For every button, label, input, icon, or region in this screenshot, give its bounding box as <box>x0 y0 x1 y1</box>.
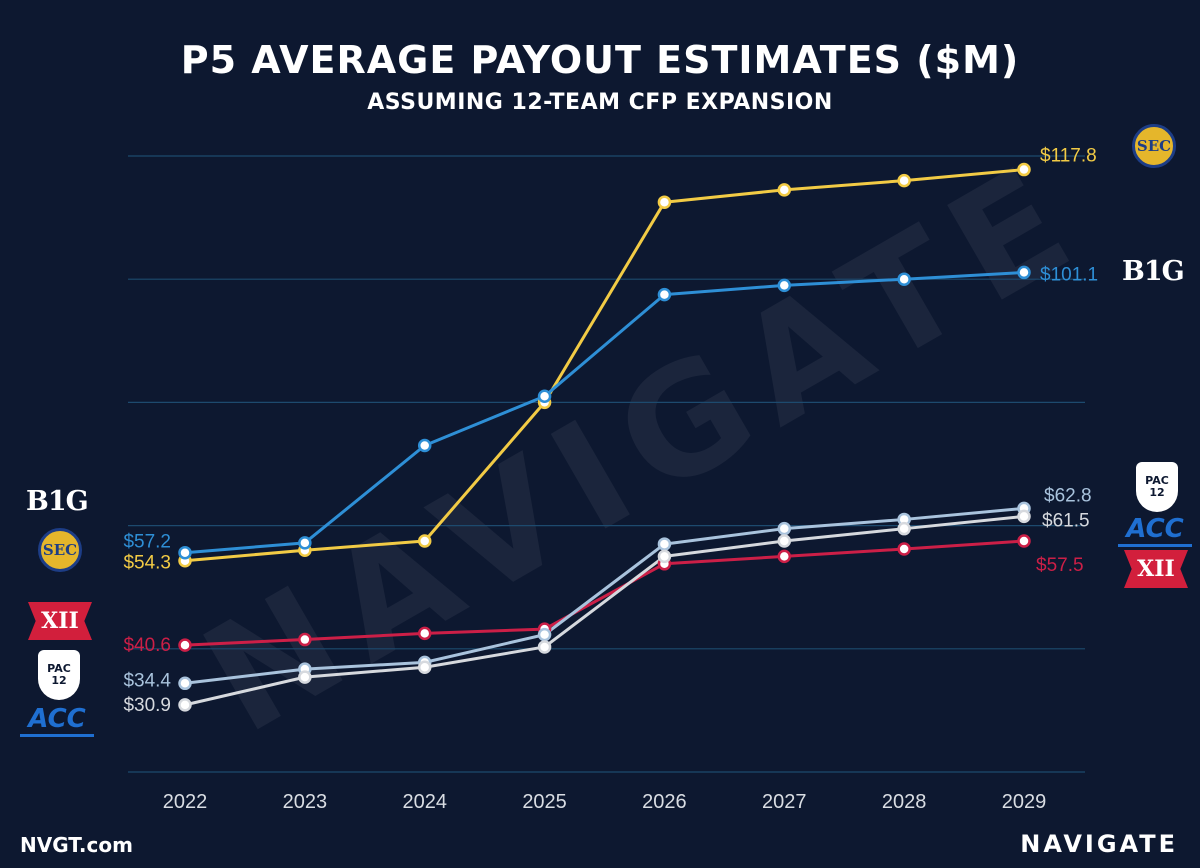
x-tick-label: 2027 <box>762 791 807 813</box>
x-tick-label: 2029 <box>1002 791 1047 813</box>
data-point-xii <box>417 626 432 641</box>
sec-logo-right: SEC <box>1132 124 1176 168</box>
footer-brand: NAVIGATE <box>1020 830 1178 858</box>
start-value-label-b1g: $57.2 <box>123 532 171 553</box>
data-point-xii <box>298 632 312 647</box>
footer-site-url: NVGT.com <box>20 833 133 857</box>
pac-logo-text: PAC <box>1145 473 1169 487</box>
b1g-logo-right: B1G <box>1122 256 1185 287</box>
sec-logo-left: SEC <box>38 528 82 572</box>
series-line-xii <box>184 539 1025 647</box>
end-value-label-xii: $57.5 <box>1036 555 1084 576</box>
data-point-sec <box>417 534 432 548</box>
data-point-b1g <box>897 272 911 286</box>
pac-logo-number: 12 <box>51 674 67 687</box>
acc-logo-left: ACC <box>20 706 94 737</box>
data-point-sec <box>777 183 792 197</box>
x-tick-label: 2024 <box>402 791 447 813</box>
data-point-sec <box>657 195 672 209</box>
end-value-label-acc: $61.5 <box>1042 510 1090 531</box>
data-point-sec <box>1017 162 1031 177</box>
end-value-label-b1g: $101.1 <box>1040 264 1098 285</box>
data-point-xii <box>897 542 911 556</box>
x-tick-label: 2022 <box>163 791 208 813</box>
data-point-b1g <box>1017 265 1031 280</box>
x-tick-label: 2028 <box>882 791 927 813</box>
data-point-b1g <box>657 287 672 302</box>
data-point-sec <box>897 173 911 188</box>
data-point-acc <box>537 640 552 654</box>
pac-logo-left: PAC 12 <box>38 650 80 700</box>
data-point-pac <box>178 676 192 691</box>
data-point-acc <box>897 521 911 536</box>
start-value-label-pac: $34.4 <box>123 670 171 691</box>
data-point-b1g <box>178 545 192 560</box>
data-point-pac <box>657 537 672 551</box>
x-tick-label: 2023 <box>283 791 328 813</box>
b1g-logo-left: B1G <box>26 486 89 517</box>
data-point-b1g <box>537 389 552 403</box>
end-value-label-pac: $62.8 <box>1044 485 1092 506</box>
series-line-pac <box>184 506 1025 685</box>
pac-logo-right: PAC 12 <box>1136 462 1178 512</box>
pac-logo-number: 12 <box>1149 486 1165 499</box>
data-point-acc <box>1017 509 1031 524</box>
chart-title: P5 AVERAGE PAYOUT ESTIMATES ($M) <box>180 38 1020 82</box>
data-point-xii <box>1017 534 1031 548</box>
end-value-label-sec: $117.8 <box>1040 146 1097 167</box>
series-line-sec <box>184 168 1025 563</box>
x-tick-label: 2025 <box>522 791 567 813</box>
xii-logo-right: XII <box>1124 550 1188 588</box>
chart-subtitle: ASSUMING 12-TEAM CFP EXPANSION <box>367 90 833 115</box>
data-point-acc <box>417 660 432 675</box>
series-line-acc <box>184 514 1025 707</box>
data-point-pac <box>777 521 792 536</box>
acc-logo-right: ACC <box>1118 516 1192 547</box>
start-value-label-sec: $54.3 <box>123 553 171 574</box>
data-point-acc <box>777 534 792 548</box>
data-point-pac <box>537 627 552 642</box>
data-point-acc <box>178 698 192 712</box>
xii-logo-left: XII <box>28 602 92 640</box>
pac-logo-text: PAC <box>47 661 71 675</box>
data-point-b1g <box>777 278 792 293</box>
data-point-acc <box>298 670 312 684</box>
data-point-xii <box>777 549 792 564</box>
x-tick-label: 2026 <box>642 791 687 813</box>
series-line-b1g <box>184 270 1025 555</box>
start-value-label-xii: $40.6 <box>123 635 171 656</box>
data-point-acc <box>657 549 672 564</box>
data-point-xii <box>178 638 192 652</box>
start-value-label-acc: $30.9 <box>123 695 171 716</box>
data-point-b1g <box>298 536 312 550</box>
data-point-b1g <box>417 438 432 453</box>
